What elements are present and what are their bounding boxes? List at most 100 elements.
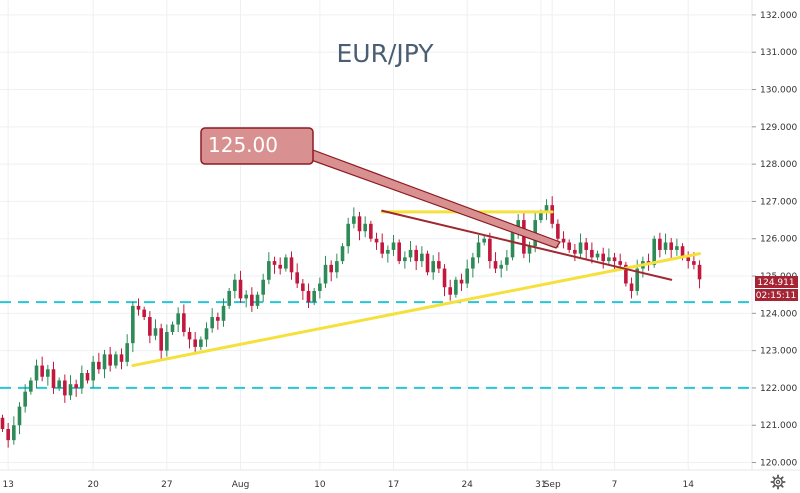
candle-body [102, 354, 107, 370]
candle [544, 199, 549, 221]
candle [295, 263, 299, 288]
candle [182, 304, 186, 337]
candle [261, 273, 265, 303]
gear-icon[interactable] [770, 474, 786, 490]
candle [437, 252, 441, 274]
falling-trendline[interactable] [381, 209, 673, 281]
candle-body [442, 268, 447, 288]
candle-body [567, 242, 571, 250]
candle-body [595, 253, 600, 258]
candle-body [352, 216, 356, 224]
candle [289, 251, 294, 280]
candle [46, 364, 50, 386]
candle-body [618, 261, 623, 265]
candle [595, 250, 600, 261]
candle-body [391, 242, 396, 250]
candle [374, 232, 379, 250]
candle [176, 307, 180, 332]
y-tick-label: 127.000 [760, 197, 797, 207]
candle [658, 232, 662, 258]
candle [114, 351, 118, 369]
candle-body [675, 246, 679, 250]
candle [216, 312, 220, 330]
candle [414, 245, 418, 271]
candle [312, 287, 316, 306]
candle [318, 277, 322, 299]
candle [187, 327, 192, 349]
candle [153, 319, 158, 341]
y-tick-label: 129.000 [760, 123, 797, 133]
candle-body [340, 246, 345, 262]
last-price-tag: 124.911 [757, 278, 794, 288]
candle-body [289, 257, 294, 273]
support-levels [0, 301, 752, 389]
candle-body [216, 317, 220, 321]
y-tick-label: 130.000 [760, 86, 797, 96]
candle-body [448, 287, 452, 295]
candle [561, 231, 566, 249]
candle [57, 377, 61, 391]
candle [51, 361, 56, 394]
candle-body [295, 272, 299, 284]
candle [165, 324, 169, 357]
candle [142, 306, 146, 321]
candle-body [686, 257, 691, 262]
candle-body [306, 290, 311, 303]
candle-body [607, 257, 611, 262]
candle-body [437, 261, 441, 269]
candle [669, 237, 674, 259]
candle [471, 252, 475, 278]
candle [250, 287, 254, 312]
candle-body [556, 223, 560, 239]
candle [170, 321, 175, 335]
last-price-tag-bg [755, 276, 798, 288]
candle-body [204, 328, 209, 340]
price-callout[interactable]: 125.00 [200, 127, 561, 249]
price-axis[interactable]: 132.000 131.000 130.000 129.000 128.000 127.0… [752, 11, 797, 469]
candle-body [91, 361, 95, 381]
candle [17, 402, 22, 435]
candle-body [227, 290, 231, 306]
candle [425, 250, 430, 276]
candle-body [125, 343, 129, 362]
candle [431, 255, 435, 280]
candle-body [465, 268, 469, 284]
candle [68, 375, 73, 400]
candle [29, 377, 33, 395]
candle [227, 287, 231, 309]
candle-body [153, 328, 158, 336]
candle-body [516, 220, 520, 232]
candle-body [136, 305, 141, 310]
candle [482, 235, 486, 246]
candle [607, 248, 611, 266]
callout-arrow [298, 149, 561, 249]
candle-body [51, 369, 56, 388]
candle-body [652, 238, 657, 265]
candle [74, 379, 78, 397]
candle [352, 207, 356, 229]
candle [0, 414, 5, 432]
candle-body [193, 339, 197, 347]
candle-body [63, 380, 67, 396]
candle [499, 260, 503, 278]
candle [221, 298, 226, 327]
candle-body [68, 384, 73, 396]
candle-body [0, 417, 5, 429]
candle [335, 253, 339, 279]
candle [125, 334, 129, 367]
candle [675, 238, 679, 256]
candle-body [210, 317, 214, 329]
candle [408, 240, 413, 262]
x-tick-label: 14 [682, 480, 694, 490]
rising-trendline[interactable] [131, 252, 702, 368]
candle-body [692, 261, 696, 265]
candle-body [357, 216, 362, 232]
candle [578, 233, 583, 259]
candle-body [697, 264, 702, 280]
candle [102, 349, 107, 379]
candle [40, 356, 44, 382]
candle [278, 257, 282, 275]
x-tick-label: 20 [87, 480, 99, 490]
